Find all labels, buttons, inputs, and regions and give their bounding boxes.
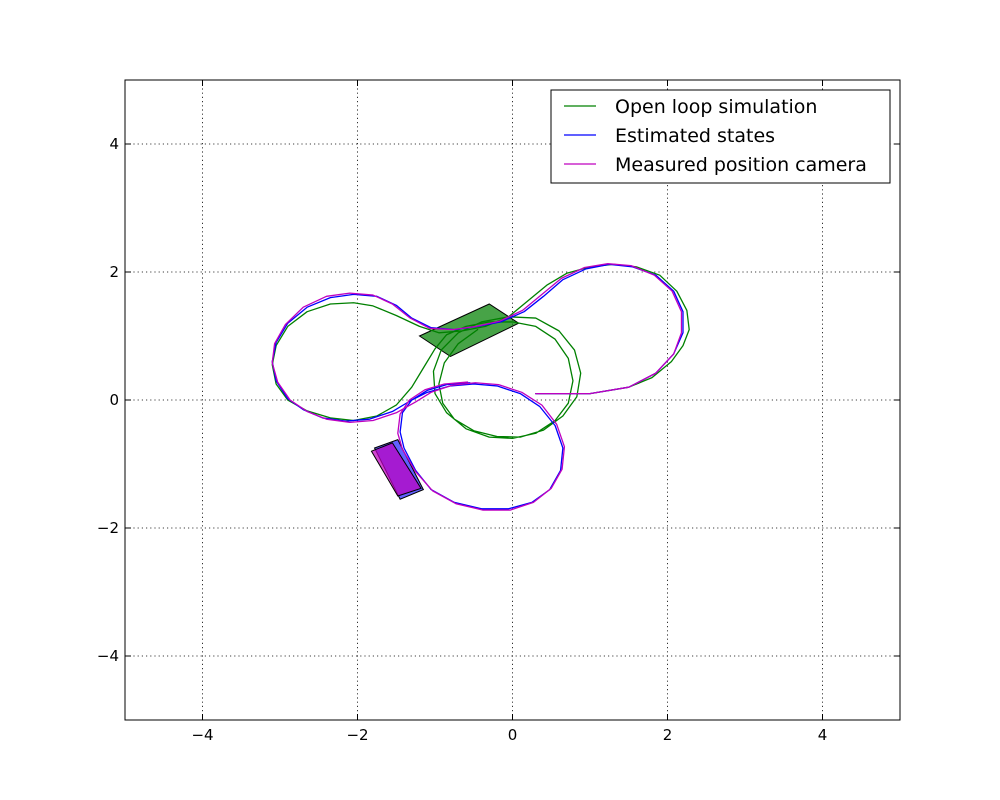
series-line-2 [271, 263, 683, 511]
measured-vehicle [370, 442, 422, 497]
grid [125, 80, 900, 720]
x-tick-label: −4 [191, 726, 213, 744]
y-tick-label: −2 [97, 519, 119, 537]
legend-box [550, 89, 891, 184]
series-lines [271, 263, 690, 511]
y-tick-label: 4 [109, 135, 119, 153]
y-tick-label: 2 [109, 263, 119, 281]
vehicle-shapes [370, 303, 520, 500]
x-tick-label: 2 [663, 726, 673, 744]
axis-ticks: −4 −2 0 2 4 −4 −2 0 2 4 [97, 80, 900, 744]
y-tick-label: −4 [97, 647, 119, 665]
x-tick-label: −2 [346, 726, 368, 744]
legend-label-2: Measured position camera [615, 154, 867, 176]
x-tick-label: 0 [508, 726, 518, 744]
legend-label-0: Open loop simulation [615, 96, 817, 118]
x-tick-label: 4 [818, 726, 828, 744]
legend: Open loop simulation Estimated states Meas… [550, 89, 891, 184]
legend-label-1: Estimated states [615, 125, 775, 147]
series-line-1 [271, 263, 684, 510]
open-loop-vehicle [418, 303, 520, 358]
y-tick-label: 0 [109, 391, 119, 409]
